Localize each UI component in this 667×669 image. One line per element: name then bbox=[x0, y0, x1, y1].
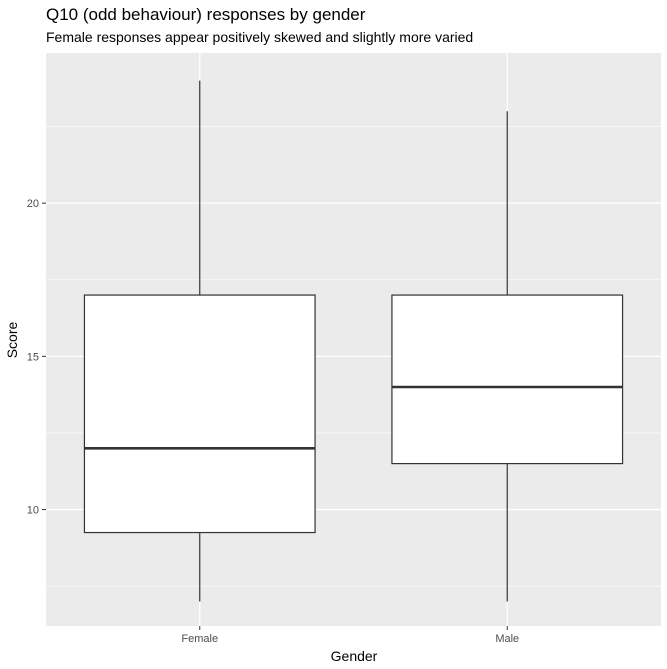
chart-title: Q10 (odd behaviour) responses by gender bbox=[46, 5, 366, 24]
box-iqr bbox=[83, 294, 316, 534]
y-tick-label: 20 bbox=[27, 198, 39, 210]
box-male bbox=[391, 111, 624, 602]
axes: 10 15 20 Female Male bbox=[27, 198, 519, 645]
x-tick-label: Female bbox=[181, 633, 218, 645]
x-tick-label: Male bbox=[495, 633, 519, 645]
boxes bbox=[83, 80, 624, 602]
y-axis-title: Score bbox=[4, 322, 20, 359]
box-female bbox=[83, 80, 316, 602]
y-tick-label: 15 bbox=[27, 351, 39, 363]
box-iqr bbox=[391, 294, 624, 465]
x-axis-title: Gender bbox=[331, 648, 378, 664]
y-tick-label: 10 bbox=[27, 505, 39, 517]
chart-subtitle: Female responses appear positively skewe… bbox=[46, 29, 473, 45]
